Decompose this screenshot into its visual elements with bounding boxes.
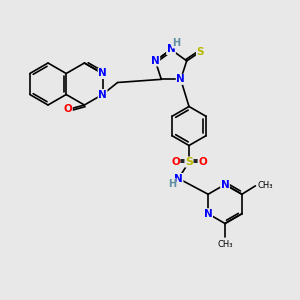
- Text: S: S: [196, 47, 204, 57]
- Text: S: S: [185, 157, 193, 167]
- Text: N: N: [176, 74, 185, 84]
- Text: N: N: [151, 56, 160, 66]
- Text: N: N: [220, 179, 230, 190]
- Text: CH₃: CH₃: [258, 181, 273, 190]
- Text: CH₃: CH₃: [217, 240, 233, 249]
- Text: N: N: [98, 89, 107, 100]
- Text: N: N: [98, 68, 107, 79]
- Text: O: O: [64, 104, 72, 115]
- Text: N: N: [204, 209, 212, 219]
- Text: O: O: [171, 157, 180, 167]
- Text: O: O: [198, 157, 207, 167]
- Text: H: H: [168, 179, 176, 189]
- Text: N: N: [167, 44, 176, 55]
- Text: N: N: [174, 173, 183, 184]
- Text: H: H: [172, 38, 181, 48]
